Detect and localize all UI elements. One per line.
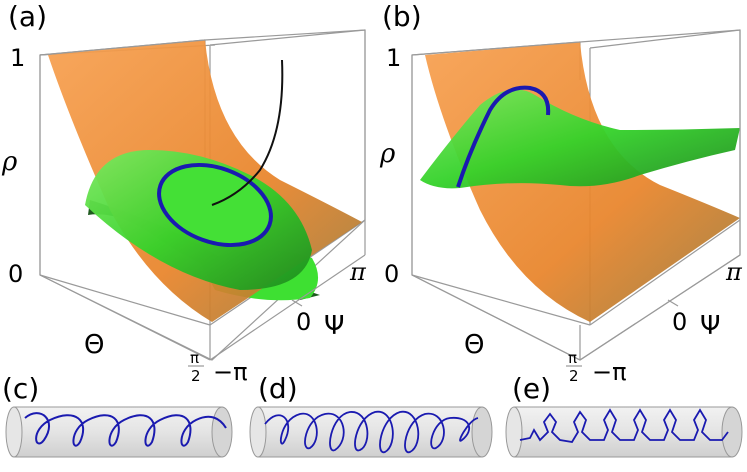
blue-loop-curve bbox=[157, 162, 273, 248]
psi-axis-label: Ψ bbox=[324, 311, 344, 341]
rho-axis-label: ρ bbox=[379, 139, 396, 169]
panel-label: (e) bbox=[512, 372, 551, 405]
panel-label: (d) bbox=[258, 372, 298, 405]
psi-axis-label: Ψ bbox=[700, 311, 720, 341]
psi-max-label: π bbox=[349, 258, 367, 286]
theta-den: 2 bbox=[569, 367, 579, 385]
blue-curve bbox=[456, 85, 551, 188]
wiggly-curve bbox=[519, 408, 729, 443]
panel-e: (e) bbox=[505, 372, 743, 458]
rho-axis-label: ρ bbox=[1, 147, 18, 177]
panel-c: (c) bbox=[2, 372, 233, 458]
theta-axis-label: Θ bbox=[84, 330, 104, 360]
panel-a: (a) 1 ρ 0 Θ π 2 −π 0 Ψ π bbox=[1, 0, 367, 386]
rho-top-label: 1 bbox=[10, 44, 25, 72]
black-trajectory bbox=[211, 59, 284, 206]
panel-d: (d) bbox=[249, 372, 493, 458]
panel-b: (b) 1 ρ 0 Θ π 2 −π 0 Ψ π bbox=[379, 0, 743, 386]
psi-mid-label: 0 bbox=[296, 308, 311, 336]
rho-bottom-label: 0 bbox=[384, 260, 399, 288]
psi-min-label: −π bbox=[592, 358, 627, 386]
looping-curve bbox=[264, 411, 479, 453]
rho-bottom-label: 0 bbox=[8, 260, 23, 288]
panel-label: (a) bbox=[8, 0, 47, 33]
theta-num: π bbox=[568, 349, 577, 367]
theta-axis-label: Θ bbox=[464, 330, 484, 360]
psi-max-label: π bbox=[725, 258, 743, 286]
rho-top-label: 1 bbox=[386, 44, 401, 72]
psi-min-label: −π bbox=[213, 358, 248, 386]
helix-curve bbox=[24, 412, 227, 447]
theta-den: 2 bbox=[191, 367, 201, 385]
panel-label: (c) bbox=[2, 372, 39, 405]
panel-label: (b) bbox=[382, 0, 422, 33]
green-sheet bbox=[420, 89, 740, 189]
theta-num: π bbox=[190, 349, 199, 367]
psi-mid-label: 0 bbox=[672, 308, 687, 336]
tube bbox=[513, 406, 733, 458]
